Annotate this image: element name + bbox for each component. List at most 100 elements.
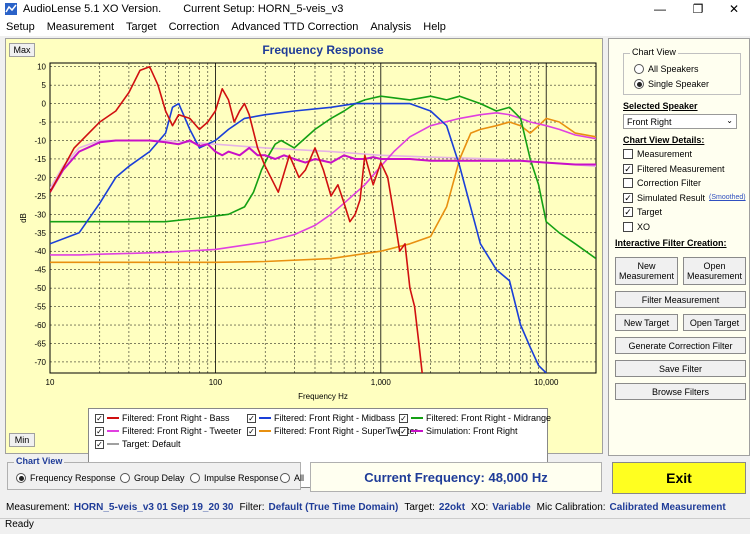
y-tick-label: -15 (34, 155, 46, 164)
legend-checkbox[interactable]: ✓ (399, 426, 408, 436)
speaker-select[interactable]: Front Right ⌄ (623, 114, 737, 129)
checkbox-box[interactable]: ✓ (623, 192, 633, 203)
detail-checkbox-filtered-measurement[interactable]: ✓ Filtered Measurement (623, 163, 725, 174)
chart-panel: 10 5 0 -5 -10 -15 -20 -25 -30 -35 -40 -45 -50 -55 -60 -… (5, 38, 603, 488)
series-line-filtered-front-right-midbass (50, 102, 547, 373)
legend-label: Filtered: Front Right - Midrange (426, 413, 552, 423)
detail-checkbox-target[interactable]: ✓ Target (623, 207, 662, 217)
menu-item-help[interactable]: Help (423, 21, 446, 33)
menu-item-analysis[interactable]: Analysis (370, 21, 412, 33)
legend-entry[interactable]: ✓ Filtered: Front Right - Tweeter (95, 426, 241, 436)
new-measurement-button[interactable]: New Measurement (615, 257, 678, 285)
radio-indicator (634, 64, 644, 74)
legend-label: Filtered: Front Right - Bass (122, 413, 230, 423)
chart-view-group-title: Chart View (630, 47, 678, 57)
open-target-button[interactable]: Open Target (683, 314, 746, 331)
menu-item-measurement[interactable]: Measurement (46, 21, 115, 33)
chart-view-radio-impulse-response[interactable]: Impulse Response (190, 473, 279, 483)
series-line-filtered-front-right-tweeter (50, 112, 596, 256)
checkbox-box[interactable] (623, 149, 633, 159)
filter-key: Filter: (239, 501, 265, 513)
legend-entry[interactable]: ✓ Filtered: Front Right - Midrange (399, 413, 551, 423)
radio-indicator (16, 473, 26, 483)
legend-entry[interactable]: ✓ Target: Default (95, 439, 181, 449)
legend-label: Filtered: Front Right - SuperTweeter (274, 426, 418, 436)
interactive-filter-label: Interactive Filter Creation: (615, 238, 727, 248)
max-button[interactable]: Max (9, 43, 35, 57)
menu-item-correction[interactable]: Correction (168, 21, 220, 33)
y-axis-label: dB (19, 213, 28, 223)
menu-item-advanced-ttd-correction[interactable]: Advanced TTD Correction (231, 21, 359, 33)
y-tick-label: -50 (34, 284, 46, 293)
legend-entry[interactable]: ✓ Filtered: Front Right - Midbass (247, 413, 395, 423)
filter-measurement-button[interactable]: Filter Measurement (615, 291, 746, 308)
measurement-value: HORN_5-veis_v3 01 Sep 19_20 30 (73, 501, 234, 513)
exit-button[interactable]: Exit (612, 462, 746, 494)
legend-checkbox[interactable]: ✓ (399, 413, 408, 423)
y-tick-label: -40 (34, 247, 46, 256)
series-line-simulation-front-right (50, 139, 596, 193)
chart-view-group: Chart View All Speakers Single Speaker (623, 47, 741, 95)
y-tick-label: -60 (34, 321, 46, 330)
menu-bar: Setup Measurement Target Correction Advanced… (0, 18, 750, 36)
browse-filters-button[interactable]: Browse Filters (615, 383, 746, 400)
close-button[interactable]: ✕ (728, 2, 740, 16)
chart-view-radio-all[interactable]: All (280, 473, 304, 483)
save-filter-button[interactable]: Save Filter (615, 360, 746, 377)
legend-checkbox[interactable]: ✓ (95, 426, 104, 436)
legend-entry[interactable]: ✓ Filtered: Front Right - SuperTweeter (247, 426, 418, 436)
checkbox-label: Correction Filter (637, 178, 702, 188)
y-tick-label: -65 (34, 339, 46, 348)
checkbox-label: Filtered Measurement (637, 163, 725, 174)
legend-swatch (259, 430, 271, 432)
y-tick-label: 0 (42, 100, 47, 109)
smoothed-link[interactable]: (Smoothed) (709, 194, 746, 201)
minimize-button[interactable]: — (654, 2, 666, 16)
legend-entry[interactable]: ✓ Simulation: Front Right (399, 426, 518, 436)
menu-item-target[interactable]: Target (126, 21, 157, 33)
checkbox-box[interactable] (623, 178, 633, 188)
new-target-button[interactable]: New Target (615, 314, 678, 331)
detail-checkbox-simulated-result[interactable]: ✓ Simulated Result (Smoothed) (623, 192, 746, 203)
checkbox-box[interactable]: ✓ (623, 163, 633, 174)
all-speakers-radio[interactable]: All Speakers (634, 64, 699, 74)
x-tick-label: 1,000 (371, 378, 392, 387)
y-tick-label: -20 (34, 173, 46, 182)
single-speaker-radio[interactable]: Single Speaker (634, 79, 709, 89)
maximize-button[interactable]: ❐ (692, 2, 704, 16)
detail-checkbox-measurement[interactable]: Measurement (623, 149, 692, 159)
x-tick-label: 10 (46, 378, 55, 387)
single-speaker-label: Single Speaker (648, 79, 710, 89)
legend-checkbox[interactable]: ✓ (247, 426, 256, 436)
radio-label: All (294, 473, 305, 483)
generate-correction-filter-button[interactable]: Generate Correction Filter (615, 337, 746, 354)
legend-entry[interactable]: ✓ Filtered: Front Right - Bass (95, 413, 230, 423)
y-tick-label: -5 (39, 118, 47, 127)
chart-view-radio-frequency-response[interactable]: Frequency Response (16, 473, 116, 483)
detail-checkbox-xo[interactable]: XO (623, 221, 651, 232)
series-line-target-default (50, 139, 596, 189)
legend-checkbox[interactable]: ✓ (247, 413, 256, 423)
legend-swatch (411, 417, 423, 419)
chevron-down-icon: ⌄ (726, 116, 733, 125)
series-line-filtered-front-right-midrange (50, 95, 596, 260)
detail-checkbox-correction-filter[interactable]: Correction Filter (623, 178, 701, 188)
bottom-chart-view-group: Chart View Frequency Response Group Delay… (7, 456, 304, 490)
series-line-filtered-front-right-bass (50, 65, 423, 373)
open-measurement-button[interactable]: Open Measurement (683, 257, 746, 285)
legend-checkbox[interactable]: ✓ (95, 413, 104, 423)
radio-indicator (280, 473, 290, 483)
y-tick-label: 10 (37, 63, 46, 72)
status-line: Measurement: HORN_5-veis_v3 01 Sep 19_20… (0, 498, 750, 516)
legend-checkbox[interactable]: ✓ (95, 439, 104, 449)
menu-item-setup[interactable]: Setup (6, 21, 35, 33)
series-line-filtered-front-right-supertweeter (50, 117, 596, 264)
legend-label: Filtered: Front Right - Midbass (274, 413, 396, 423)
checkbox-box[interactable] (623, 221, 633, 232)
speaker-select-value: Front Right (627, 116, 672, 127)
checkbox-label: XO (637, 221, 651, 232)
min-button[interactable]: Min (9, 433, 35, 447)
right-panel: Chart View All Speakers Single Speaker S… (608, 38, 750, 456)
chart-view-radio-group-delay[interactable]: Group Delay (120, 473, 185, 483)
checkbox-box[interactable]: ✓ (623, 207, 633, 217)
